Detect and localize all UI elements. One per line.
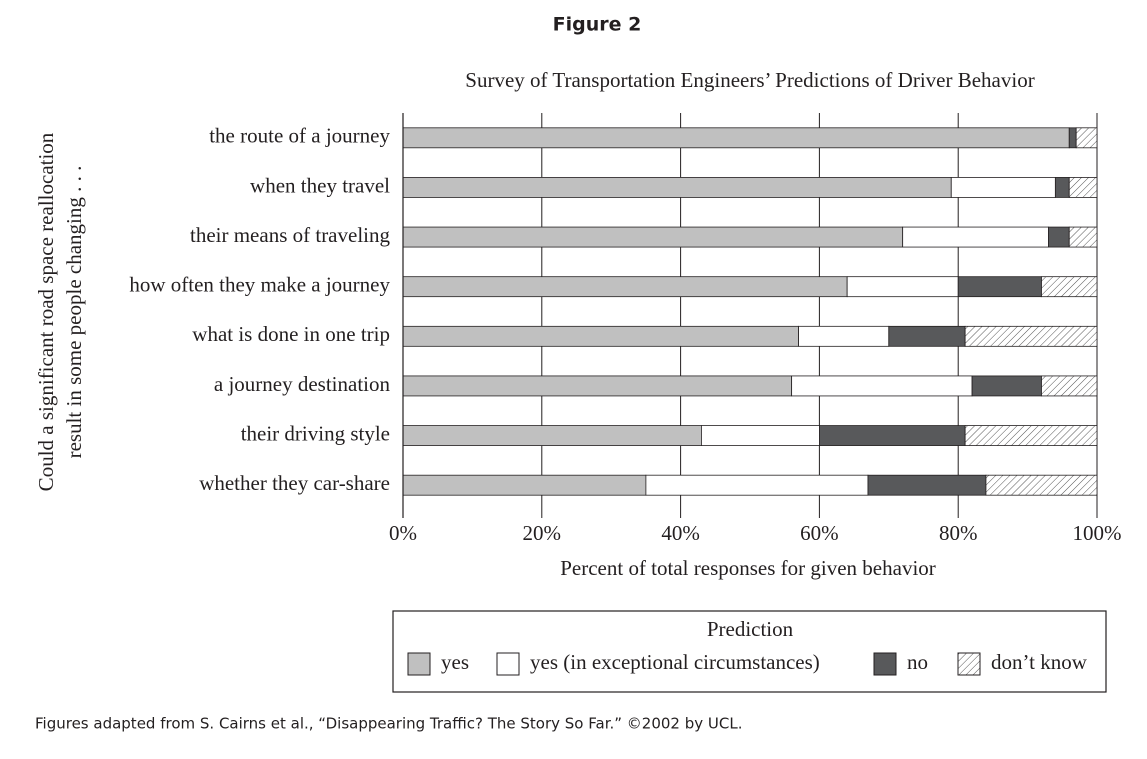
bar-segment: [1041, 375, 1098, 397]
legend-title: Prediction: [707, 617, 794, 641]
x-tick-label: 0%: [389, 521, 417, 545]
bar-segment: [971, 375, 1042, 397]
bar-segment: [1068, 127, 1077, 149]
legend-label: no: [907, 650, 928, 674]
y-tick-label: their means of traveling: [190, 223, 391, 247]
figure-title: Figure 2: [553, 14, 642, 36]
y-tick-label: what is done in one trip: [192, 322, 390, 346]
bar-segment: [1075, 127, 1098, 149]
y-tick-label: how often they make a journey: [129, 273, 390, 297]
legend-swatch: [407, 652, 431, 676]
legend-label: yes (in exceptional circumstances): [530, 650, 820, 674]
bar-segment: [402, 226, 904, 248]
bar-segment: [798, 325, 890, 347]
bar-segment: [1068, 226, 1098, 248]
bar-segment: [964, 425, 1098, 446]
bar-segment: [985, 474, 1098, 496]
y-axis-label: result in some people changing . . .: [62, 166, 86, 459]
bar-segment: [1054, 177, 1070, 198]
bar-segment: [1068, 177, 1098, 198]
x-axis-label: Percent of total responses for given beh…: [560, 556, 936, 580]
legend-box: [392, 610, 1107, 693]
chart-title: Survey of Transportation Engineers’ Pred…: [465, 68, 1034, 92]
x-tick-label: 100%: [1073, 521, 1122, 545]
bar-segment: [819, 425, 966, 446]
legend-label: yes: [441, 650, 469, 674]
bar-segment: [402, 375, 793, 397]
x-tick-label: 60%: [800, 521, 839, 545]
y-tick-label: the route of a journey: [209, 124, 390, 148]
bar-segment: [402, 177, 952, 198]
x-tick-label: 40%: [661, 521, 700, 545]
bar-segment: [950, 177, 1056, 198]
bar-segment: [791, 375, 973, 397]
y-tick-label: a journey destination: [214, 372, 391, 396]
bar-segment: [402, 127, 1070, 149]
y-tick-label: their driving style: [241, 421, 390, 445]
bar-segment: [402, 425, 702, 446]
legend-swatch: [496, 652, 520, 676]
bar-segment: [402, 325, 799, 347]
y-tick-label: when they travel: [250, 173, 390, 197]
bar-segment: [402, 276, 848, 298]
bar-segment: [867, 474, 987, 496]
legend-label: don’t know: [991, 650, 1088, 674]
bar-segment: [1048, 226, 1070, 248]
bar-segment: [1041, 276, 1098, 298]
y-tick-label: whether they car-share: [199, 471, 390, 495]
bar-segment: [888, 325, 966, 347]
caption: Figures adapted from S. Cairns et al., “…: [35, 715, 742, 733]
bar-segment: [964, 325, 1098, 347]
bar-segment: [957, 276, 1042, 298]
bar-segment: [701, 425, 820, 446]
bar-segment: [846, 276, 959, 298]
bar-segment: [645, 474, 869, 496]
legend-swatch: [873, 652, 897, 676]
y-axis-label: Could a significant road space reallocat…: [34, 132, 58, 491]
bar-segment: [402, 474, 647, 496]
x-tick-label: 80%: [939, 521, 978, 545]
x-tick-label: 20%: [523, 521, 562, 545]
legend-swatch: [957, 652, 981, 676]
bar-segment: [902, 226, 1049, 248]
